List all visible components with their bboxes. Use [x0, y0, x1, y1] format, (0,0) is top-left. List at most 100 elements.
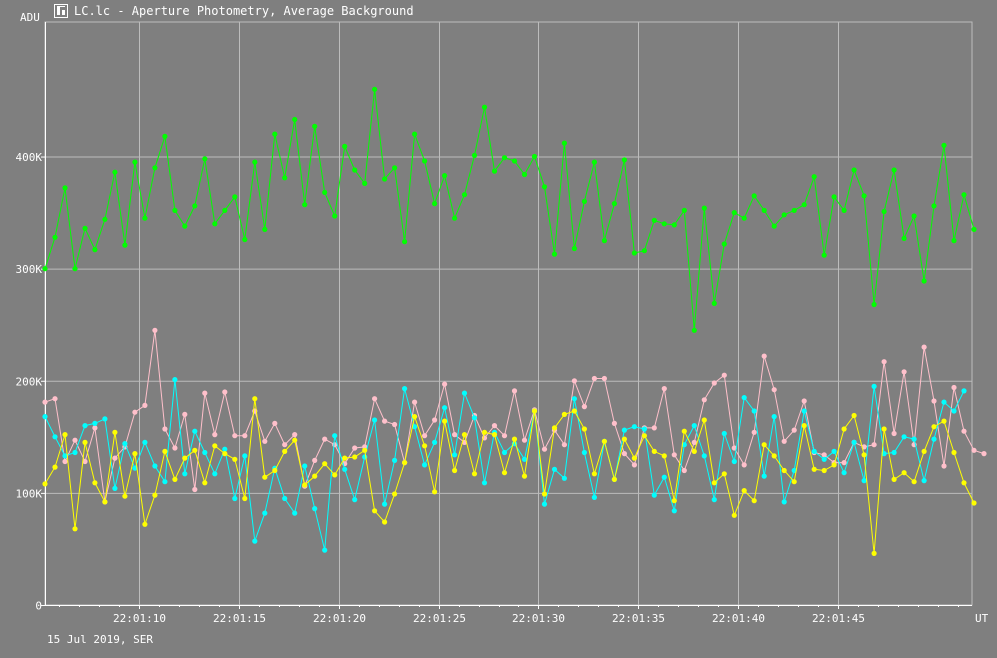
- data-point: [92, 480, 98, 486]
- data-point: [142, 439, 148, 445]
- data-point: [432, 417, 438, 423]
- data-point: [811, 174, 817, 180]
- data-point: [601, 238, 608, 244]
- data-point: [442, 405, 448, 411]
- data-point: [202, 156, 208, 162]
- data-point: [561, 411, 568, 417]
- data-point: [501, 155, 508, 161]
- data-point: [711, 300, 717, 306]
- data-point: [591, 375, 598, 382]
- data-point: [222, 451, 228, 457]
- data-point: [871, 550, 877, 557]
- x-tick-label: 22:01:45: [812, 612, 865, 625]
- data-point: [591, 471, 598, 477]
- data-point: [831, 462, 837, 468]
- data-point: [641, 433, 648, 439]
- data-point: [212, 432, 218, 438]
- data-point: [102, 216, 108, 222]
- data-point: [352, 167, 358, 173]
- data-point: [521, 456, 528, 462]
- data-point: [52, 396, 58, 402]
- plot-area: [42, 86, 987, 557]
- data-point: [172, 476, 178, 482]
- data-point: [621, 427, 628, 433]
- data-point: [541, 184, 548, 190]
- data-point: [461, 432, 468, 438]
- window-title: LC.lc - Aperture Photometry, Average Bac…: [74, 4, 414, 18]
- data-point: [92, 420, 98, 426]
- data-point: [452, 215, 458, 221]
- data-point: [372, 417, 378, 423]
- data-point: [781, 467, 787, 474]
- data-point: [232, 433, 238, 439]
- data-point: [282, 175, 288, 181]
- data-point: [122, 441, 128, 447]
- x-tick-label: 22:01:20: [313, 612, 366, 625]
- data-point: [861, 478, 867, 484]
- data-point: [342, 143, 348, 149]
- x-tick-label: 22:01:40: [712, 612, 765, 625]
- data-point: [452, 452, 458, 458]
- data-point: [501, 449, 508, 456]
- data-point: [272, 467, 278, 474]
- data-point: [412, 399, 418, 405]
- data-point: [292, 510, 298, 516]
- data-point: [561, 140, 568, 146]
- data-point: [781, 499, 787, 505]
- data-point: [531, 153, 538, 160]
- data-point: [861, 452, 867, 458]
- data-point: [791, 427, 797, 433]
- data-point: [961, 192, 967, 198]
- data-point: [342, 466, 348, 472]
- data-point: [132, 409, 138, 415]
- data-point: [981, 451, 987, 457]
- data-point: [352, 445, 358, 451]
- data-point: [611, 201, 618, 207]
- data-point: [501, 470, 508, 476]
- data-point: [511, 158, 518, 164]
- data-point: [701, 453, 707, 459]
- data-point: [422, 433, 428, 439]
- data-point: [891, 167, 897, 173]
- series-4: [42, 396, 977, 557]
- data-point: [471, 471, 478, 477]
- title-bar: LC.lc - Aperture Photometry, Average Bac…: [0, 0, 997, 24]
- data-point: [82, 458, 88, 465]
- data-point: [322, 461, 328, 467]
- data-point: [951, 408, 957, 414]
- data-point: [302, 482, 308, 488]
- data-point: [661, 453, 667, 459]
- data-point: [192, 203, 198, 209]
- data-point: [601, 375, 608, 382]
- data-point: [661, 221, 667, 227]
- data-point: [651, 492, 657, 498]
- data-point: [402, 239, 408, 245]
- data-point: [591, 494, 598, 500]
- data-point: [901, 470, 907, 476]
- data-point: [721, 471, 727, 477]
- data-point: [252, 159, 258, 165]
- data-point: [901, 235, 907, 241]
- data-point: [312, 473, 318, 479]
- data-point: [262, 226, 268, 232]
- data-point: [322, 189, 328, 195]
- data-point: [52, 434, 58, 440]
- data-point: [212, 443, 218, 449]
- data-point: [142, 402, 148, 408]
- data-point: [851, 439, 857, 445]
- data-point: [312, 457, 318, 463]
- data-point: [671, 452, 677, 458]
- app-logo-icon: [54, 4, 68, 18]
- data-point: [62, 432, 68, 438]
- data-point: [761, 473, 767, 479]
- data-point: [72, 449, 78, 456]
- data-point: [372, 396, 378, 402]
- data-point: [811, 466, 817, 472]
- data-point: [761, 207, 767, 213]
- x-tick-label: 22:01:30: [512, 612, 565, 625]
- data-point: [681, 467, 687, 474]
- data-point: [951, 238, 957, 244]
- data-point: [911, 213, 917, 219]
- data-point: [112, 429, 118, 435]
